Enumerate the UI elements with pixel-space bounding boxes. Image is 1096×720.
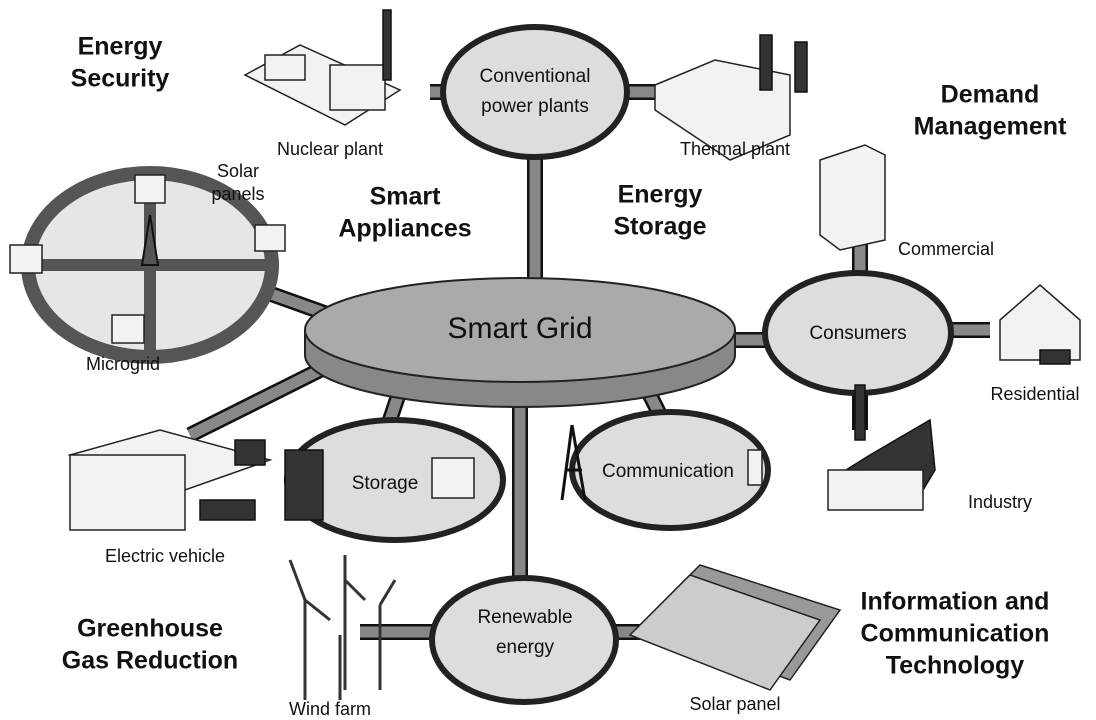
theme-label: Technology <box>886 652 1025 680</box>
node-label: Storage <box>352 473 419 494</box>
item-label: Electric vehicle <box>105 546 225 566</box>
item-label: Commercial <box>898 239 994 259</box>
theme-label: Greenhouse <box>77 615 223 643</box>
microgrid-ring <box>9 166 286 364</box>
theme-label: Management <box>914 113 1067 141</box>
item-label: Nuclear plant <box>277 139 383 159</box>
theme-label: Energy <box>618 181 703 209</box>
theme-label: Gas Reduction <box>62 647 238 675</box>
hub-label: Smart Grid <box>447 312 592 345</box>
icons <box>67 9 1081 700</box>
theme-label: Security <box>71 65 170 93</box>
item-label: Industry <box>968 492 1032 512</box>
texts: Conventional power plants Consumers Storage… <box>62 33 1080 719</box>
item-label: Microgrid <box>86 354 160 374</box>
item-label: panels <box>211 184 264 204</box>
theme-label: Energy <box>78 33 163 61</box>
hub: Smart Grid <box>304 277 736 408</box>
node-label: Communication <box>602 461 734 482</box>
item-label: Thermal plant <box>680 139 790 159</box>
node-label: Consumers <box>809 323 906 344</box>
theme-label: Demand <box>941 81 1040 109</box>
theme-label: Information and <box>861 588 1050 616</box>
item-label: Solar <box>217 161 259 181</box>
node-label: Renewable <box>477 607 572 628</box>
item-label: Wind farm <box>289 699 371 719</box>
item-label: Solar panel <box>689 694 780 714</box>
node-label: power plants <box>481 96 589 117</box>
node-label: Conventional <box>480 66 591 87</box>
theme-label: Smart <box>370 183 442 211</box>
theme-label: Storage <box>613 213 706 241</box>
item-label: Residential <box>990 384 1079 404</box>
node-label: energy <box>496 637 555 658</box>
theme-label: Communication <box>861 620 1050 648</box>
theme-label: Appliances <box>338 215 471 243</box>
